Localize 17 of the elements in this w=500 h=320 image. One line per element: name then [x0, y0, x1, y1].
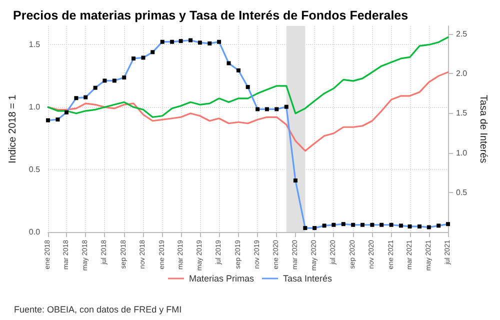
- y-tick-label: 1.5: [28, 40, 41, 50]
- y2-tick-label: 1.5: [456, 108, 468, 118]
- y2-tick-label: 2.0: [456, 69, 468, 78]
- legend-label: Materias Primas: [188, 274, 254, 284]
- y2-axis-title: Tasa de Interés: [478, 94, 489, 164]
- source-note: Fuente: OBEIA, con datos de FREd y FMI: [14, 304, 182, 314]
- y-axis-title: Indice 2018 = 1: [8, 94, 18, 164]
- y2-tick-label: 2.5: [456, 29, 468, 38]
- line-series: [47, 71, 449, 152]
- y2-tick-label: 0.5: [456, 188, 468, 197]
- y2-tick-label: 1.0: [456, 148, 468, 158]
- y-tick-label: 0.0: [28, 228, 41, 236]
- y-tick-label: 1.0: [28, 102, 41, 112]
- y-tick-label: 0.5: [28, 165, 41, 174]
- line-series: [47, 36, 449, 118]
- chart-title: Precios de materias primas y Tasa de Interés de Fondos Federales: [13, 8, 408, 22]
- legend-label: Tasa Interés: [282, 274, 333, 284]
